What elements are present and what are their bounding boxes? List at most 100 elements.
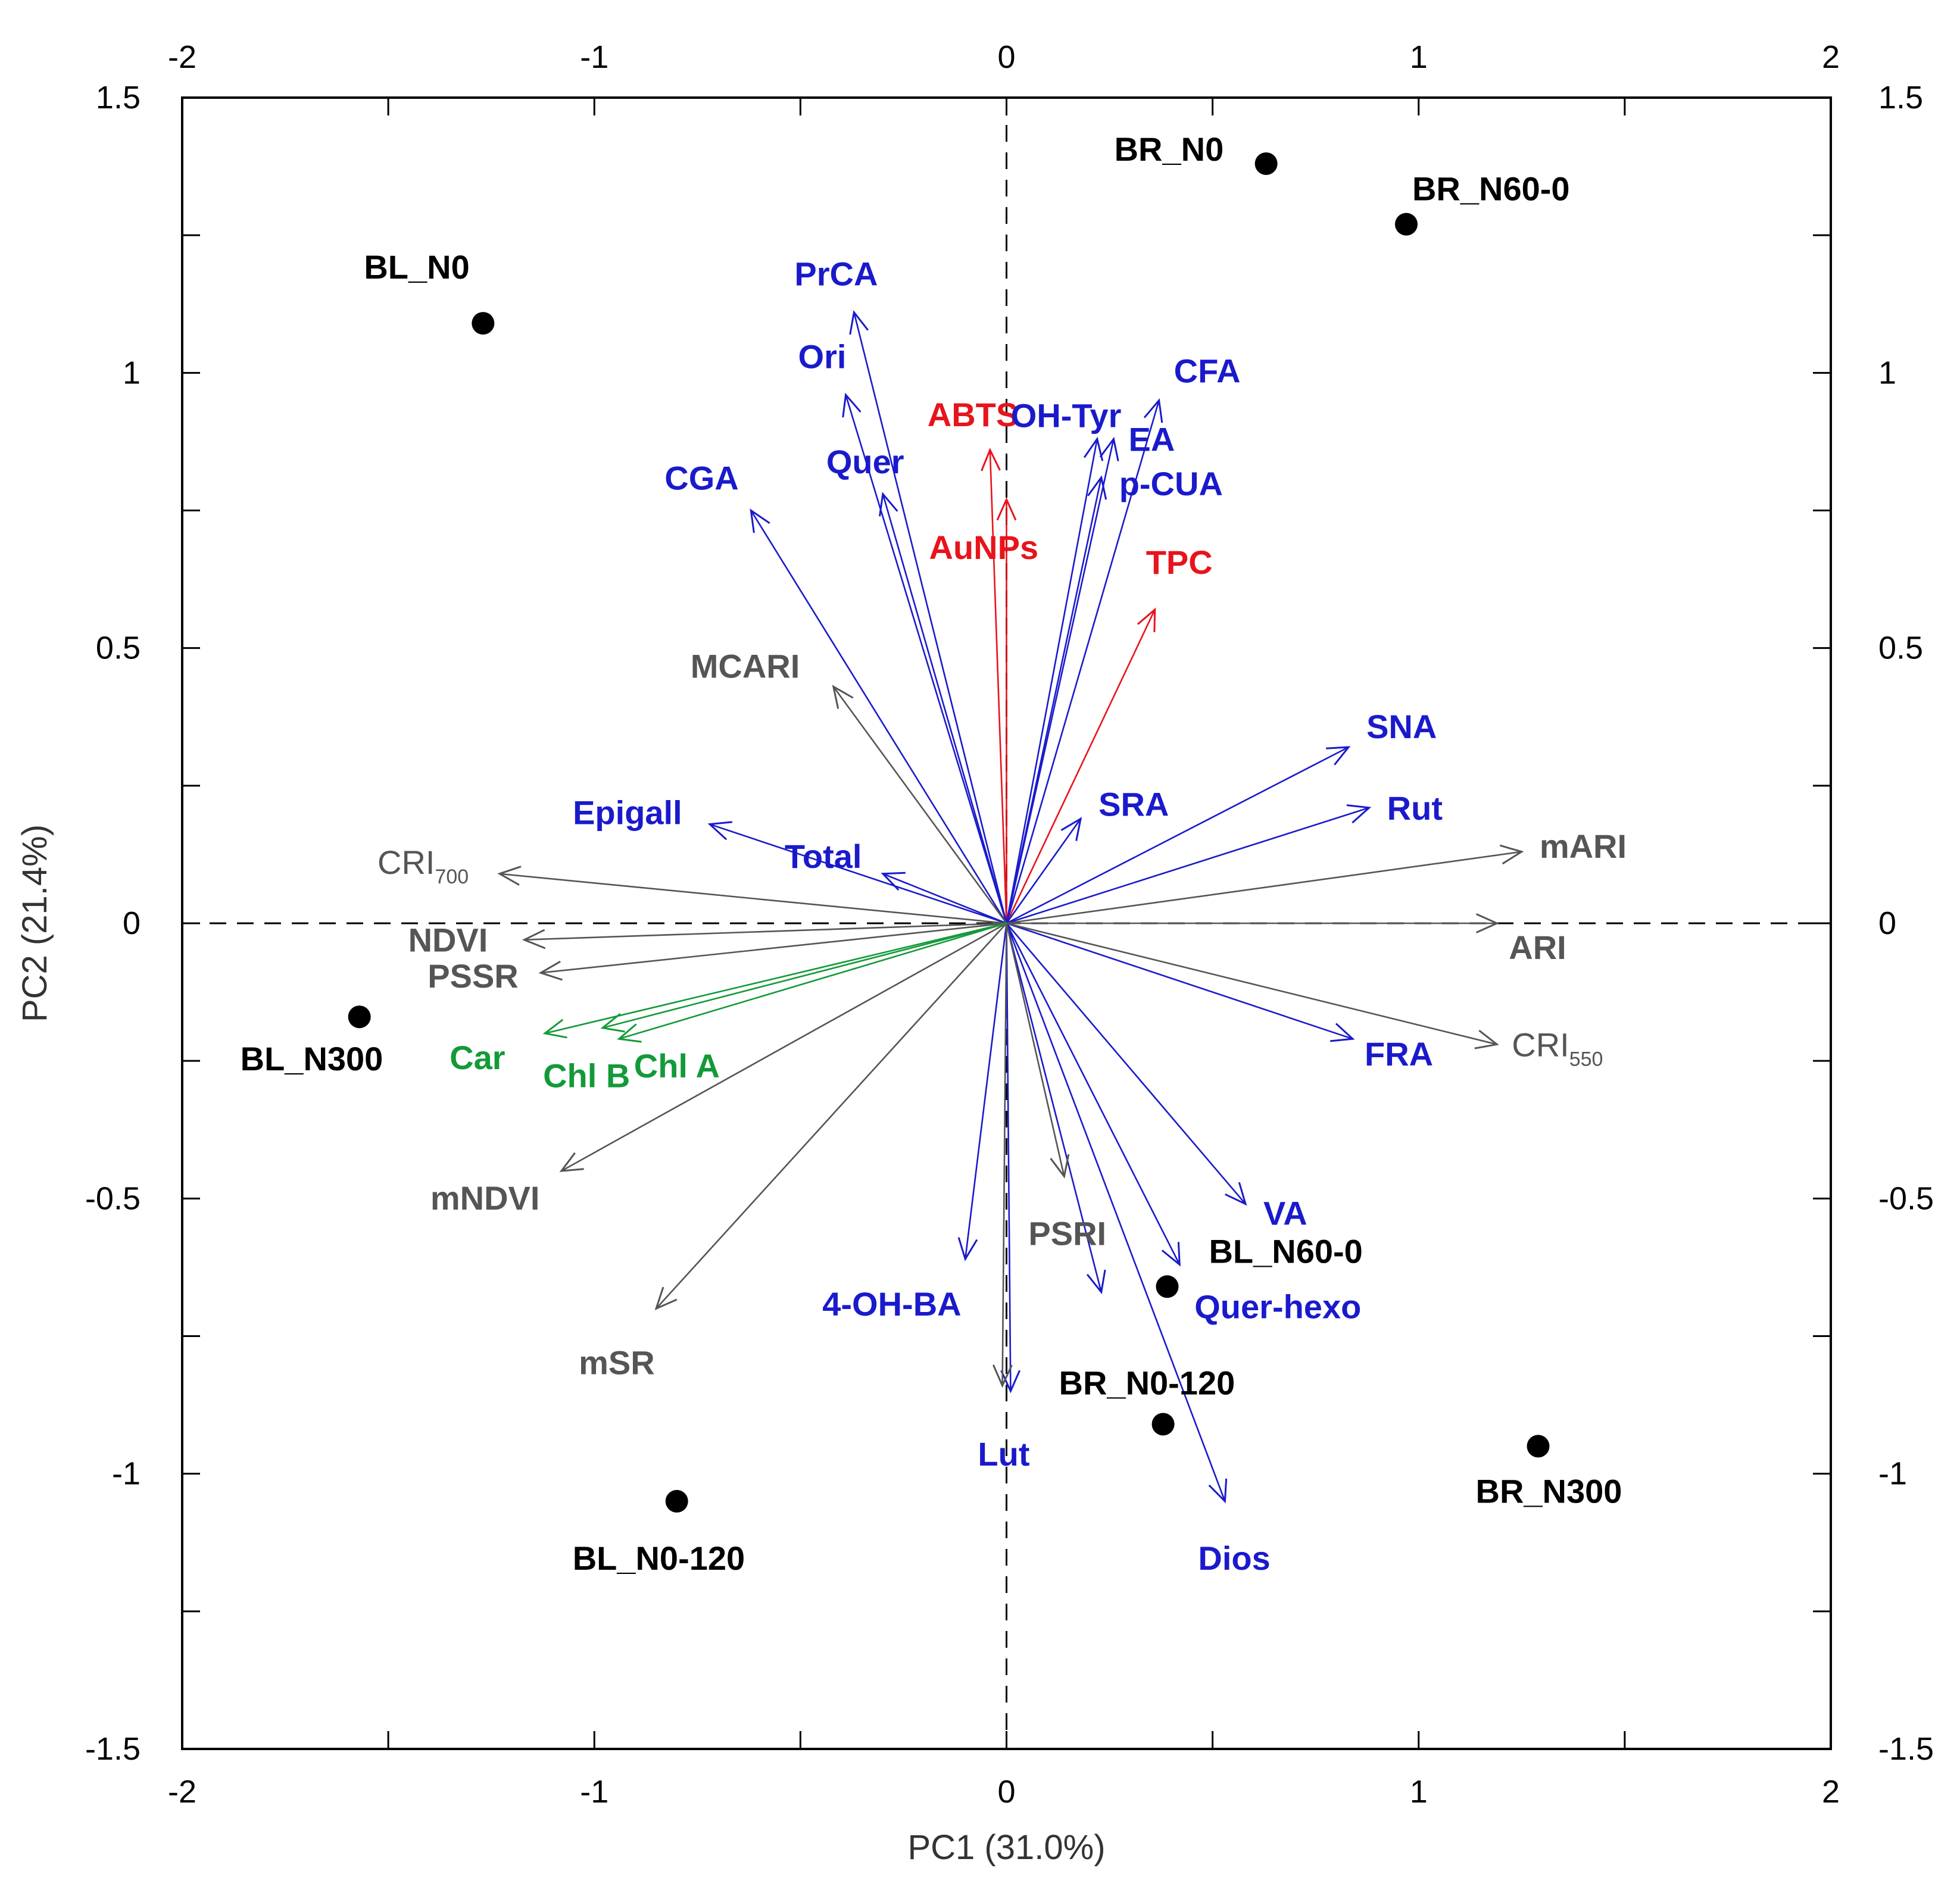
- x-axis-title: PC1 (31.0%): [907, 1828, 1105, 1867]
- variable-label-cga: CGA: [664, 460, 738, 497]
- sample-point-br_n0-120: [1151, 1413, 1175, 1436]
- x-tick-label-bottom: 0: [997, 1774, 1015, 1810]
- x-tick-label-bottom: 1: [1410, 1774, 1428, 1810]
- loading-vector-sra: [1006, 818, 1082, 924]
- loading-vector-psri: [1006, 923, 1065, 1177]
- y-tick-label-right: 1: [1878, 355, 1896, 391]
- vector-arrowhead: [996, 497, 1017, 521]
- loading-vector-unlabeled-33: [1001, 923, 1007, 1386]
- vector-arrowhead: [600, 1013, 625, 1033]
- variable-label-ndvi: NDVI: [408, 921, 488, 959]
- loading-vector-quer: [882, 493, 1007, 924]
- loading-vector-quer-hexo: [1006, 923, 1181, 1265]
- variable-label-quer-hexo: Quer-hexo: [1194, 1288, 1361, 1325]
- variable-label-oh-tyr: OH-Tyr: [1011, 396, 1122, 434]
- vector-arrowhead: [542, 1019, 567, 1039]
- variable-label-ea: EA: [1128, 420, 1175, 458]
- vector-arrowhead: [993, 1364, 1013, 1388]
- y-tick-label-left: 0: [123, 905, 141, 941]
- sample-label-br_n0: BR_N0: [1115, 130, 1224, 168]
- variable-label-chl-b: Chl B: [543, 1057, 630, 1095]
- variable-label-car: Car: [450, 1039, 505, 1076]
- vector-arrowhead: [522, 929, 546, 949]
- y-tick-label-left: 0.5: [96, 630, 141, 666]
- vector-arrowhead: [1143, 398, 1163, 423]
- loading-vector-chl b: [602, 922, 1007, 1029]
- x-tick-label-top: -2: [168, 39, 196, 75]
- sample-point-br_n0: [1254, 152, 1278, 175]
- loading-vector-mndvi: [561, 922, 1007, 1172]
- vector-arrowhead: [617, 1023, 642, 1043]
- sample-label-br_n0-120: BR_N0-120: [1059, 1364, 1235, 1401]
- sample-label-bl_n60-0: BL_N60-0: [1209, 1232, 1362, 1270]
- sample-point-bl_n300: [348, 1005, 371, 1029]
- vector-arrowhead: [1087, 475, 1107, 500]
- sample-label-br_n60-0: BR_N60-0: [1412, 170, 1570, 208]
- x-tick-label-top: -1: [580, 39, 608, 75]
- vector-arrowhead: [1474, 1029, 1499, 1049]
- variable-label-fra: FRA: [1365, 1035, 1433, 1073]
- variable-label-p-cua: p-CUA: [1119, 465, 1223, 502]
- vector-arrowhead: [1099, 436, 1119, 461]
- loading-vector-cga: [750, 510, 1007, 924]
- variable-label-mari: mARI: [1540, 827, 1627, 865]
- loading-vector-fra: [1006, 922, 1353, 1040]
- loading-vector-abts: [989, 449, 1007, 924]
- loading-vector-dios: [1006, 923, 1226, 1502]
- loading-vector-mcari: [832, 686, 1007, 924]
- loading-vector-msr: [656, 923, 1007, 1310]
- sample-label-bl_n0-120: BL_N0-120: [573, 1539, 745, 1577]
- loading-vector-car: [544, 922, 1007, 1035]
- vector-arrowhead: [559, 1152, 584, 1172]
- y-tick-label-right: 0.5: [1878, 630, 1923, 666]
- variable-label-chl-a: Chl A: [634, 1047, 720, 1085]
- vector-arrowhead: [1086, 1269, 1106, 1295]
- variable-label-mcari: MCARI: [691, 647, 800, 685]
- vector-arrowhead: [1475, 913, 1499, 933]
- vector-arrowhead: [842, 392, 862, 418]
- vector-arrowhead: [707, 821, 733, 841]
- variable-label-rut: Rut: [1387, 789, 1443, 827]
- loading-vector-tpc: [1006, 609, 1156, 924]
- sample-point-bl_n60-0: [1156, 1275, 1179, 1298]
- loading-vector-rut: [1006, 807, 1370, 924]
- vector-arrowhead: [1499, 844, 1524, 865]
- loading-vectors: [497, 310, 1524, 1504]
- x-tick-label-bottom: -2: [168, 1774, 196, 1810]
- y-tick-label-left: 1: [123, 355, 141, 391]
- sample-label-bl_n300: BL_N300: [241, 1040, 383, 1077]
- sample-point-br_n60-0: [1394, 213, 1418, 236]
- y-tick-label-right: 1.5: [1878, 80, 1923, 115]
- variable-label-mndvi: mNDVI: [430, 1179, 540, 1217]
- vector-arrowhead: [881, 871, 906, 891]
- loading-vector-unlabeled-22: [1006, 923, 1102, 1292]
- loading-vector-prca: [853, 312, 1007, 924]
- vector-arrowhead: [1326, 746, 1351, 766]
- vector-arrowhead: [1208, 1478, 1228, 1504]
- loading-vector-p-cua: [1006, 477, 1102, 924]
- loading-vector-cfa: [1006, 400, 1160, 924]
- loading-vector-cri: [1006, 922, 1497, 1045]
- variable-label-4-oh-ba: 4-OH-BA: [822, 1285, 961, 1323]
- loading-vector-cri: [499, 873, 1007, 924]
- loading-vector-total: [882, 873, 1007, 924]
- variable-label-ari: ARI: [1509, 929, 1566, 966]
- x-tick-label-bottom: -1: [580, 1774, 608, 1810]
- variable-label-total: Total: [785, 838, 862, 875]
- sample-point-br_n300: [1527, 1435, 1550, 1458]
- x-tick-label-bottom: 2: [1822, 1774, 1840, 1810]
- variable-label-sna: SNA: [1366, 708, 1437, 745]
- loading-vector-ndvi: [524, 922, 1007, 941]
- vector-arrowhead: [1346, 804, 1372, 824]
- vector-arrowhead: [1330, 1023, 1355, 1042]
- variable-label-abts: ABTS: [928, 396, 1018, 433]
- x-tick-label-top: 0: [997, 39, 1015, 75]
- variable-label-cri: CRI700: [377, 844, 469, 888]
- sample-point-bl_n0: [472, 312, 495, 335]
- vector-arrowhead: [849, 310, 869, 335]
- variable-label-prca: PrCA: [794, 255, 878, 293]
- vector-arrowhead: [957, 1237, 978, 1261]
- loading-vector-4-oh-ba: [964, 923, 1007, 1260]
- variable-label-psri: PSRI: [1028, 1214, 1106, 1252]
- variable-label-aunps: AuNPs: [929, 529, 1039, 566]
